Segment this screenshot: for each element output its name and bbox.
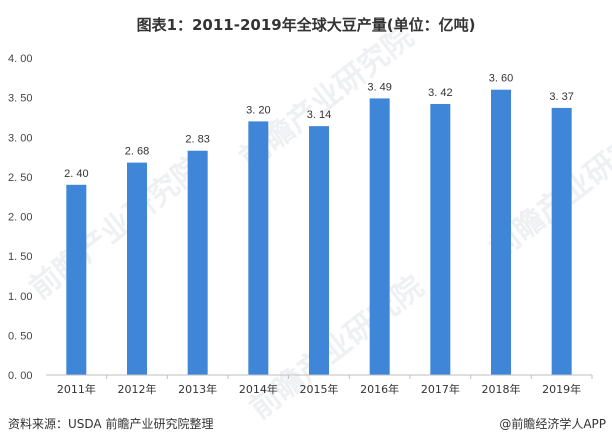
x-tick-label: 2017年 <box>421 382 460 396</box>
bar <box>491 89 511 375</box>
data-label: 3. 49 <box>367 81 391 93</box>
x-tick-label: 2019年 <box>542 382 581 396</box>
x-tick-label: 2014年 <box>239 382 278 396</box>
bar <box>187 150 208 375</box>
chart-title: 图表1：2011-2019年全球大豆产量(单位：亿吨) <box>137 16 476 34</box>
y-tick-label: 0. 00 <box>8 370 32 382</box>
bars <box>66 89 572 376</box>
data-label: 2. 83 <box>185 134 209 146</box>
data-label: 3. 14 <box>307 109 331 121</box>
bar <box>248 121 269 376</box>
bar <box>66 184 87 375</box>
source-note: 资料来源：USDA 前瞻产业研究院整理 <box>8 416 213 431</box>
x-tick-label: 2016年 <box>360 382 399 396</box>
watermark-1: 前瞻产业研究院 <box>23 149 210 306</box>
y-tick-label: 0. 50 <box>8 330 32 342</box>
x-tick-label: 2013年 <box>178 382 217 396</box>
bar <box>309 126 329 375</box>
credit-note: @前瞻经济学人APP <box>499 416 606 431</box>
data-label: 3. 37 <box>549 91 573 103</box>
data-label: 3. 20 <box>246 104 270 116</box>
bar <box>127 162 147 375</box>
y-tick-label: 2. 50 <box>8 172 32 184</box>
y-tick-label: 1. 00 <box>8 291 32 303</box>
y-tick-label: 2. 00 <box>8 212 32 224</box>
watermark-3: 前瞻产业研究院 <box>243 269 430 426</box>
x-tick-label: 2018年 <box>482 382 521 396</box>
x-tick-label: 2011年 <box>57 382 96 396</box>
y-tick-label: 3. 00 <box>8 132 32 144</box>
x-tick-label: 2012年 <box>118 382 157 396</box>
bar <box>369 98 390 375</box>
data-label: 2. 68 <box>125 146 149 158</box>
x-axis: 2011年 2012年 2013年 2014年 2015年 2016年 2017年 2018年… <box>57 375 593 396</box>
data-label: 3. 42 <box>428 87 452 99</box>
bar <box>551 107 572 376</box>
data-labels: 2. 40 2. 68 2. 83 3. 20 3. 14 3. 49 3. 42 3. 60… <box>64 73 574 180</box>
data-label: 2. 40 <box>64 168 88 180</box>
y-axis: 0. 00 0. 50 1. 00 1. 50 2. 00 2. 50 3. 00 3. 50… <box>8 53 32 382</box>
y-tick-label: 3. 50 <box>8 93 32 105</box>
data-label: 3. 60 <box>489 73 513 85</box>
x-tick-label: 2015年 <box>300 382 339 396</box>
bar <box>430 103 451 375</box>
y-tick-label: 4. 00 <box>8 53 32 65</box>
y-tick-label: 1. 50 <box>8 251 32 263</box>
